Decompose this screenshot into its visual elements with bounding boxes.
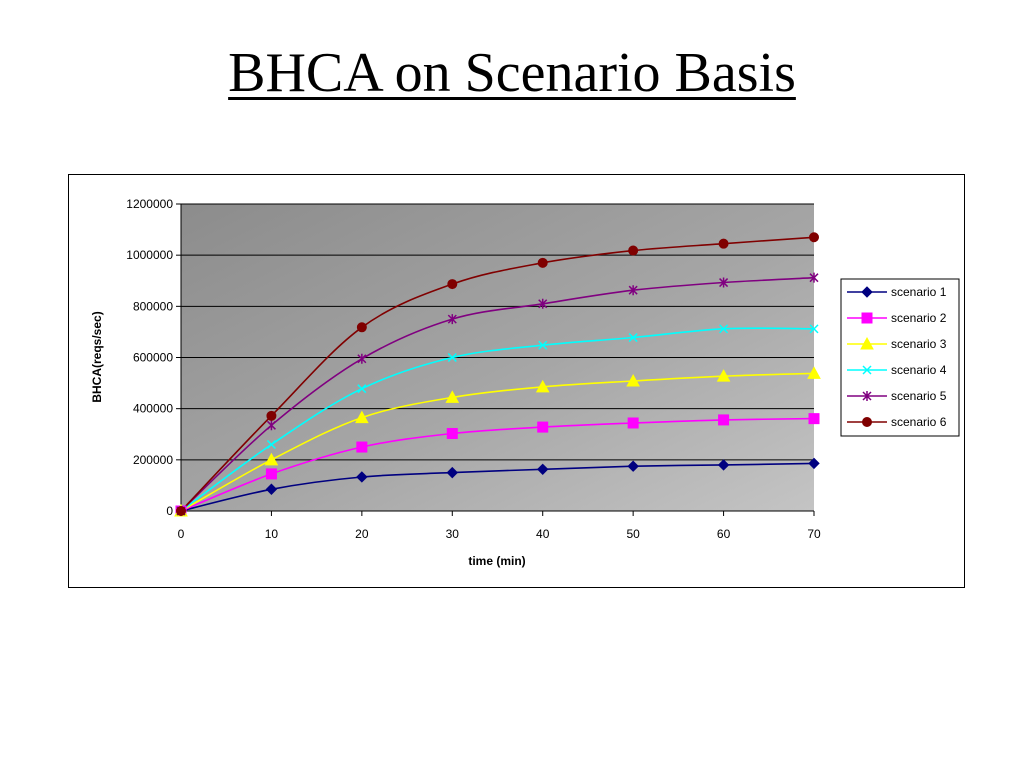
- data-point-series-2: [627, 417, 639, 429]
- data-point-series-4: [538, 340, 548, 350]
- data-point-series-4: [447, 352, 457, 363]
- data-point-series-5: [719, 277, 729, 288]
- x-tick-label: 70: [807, 527, 821, 541]
- data-point-series-6: [447, 279, 458, 290]
- legend-marker-6: [862, 417, 872, 427]
- y-tick-label: 800000: [133, 299, 173, 313]
- series-line-1: [180, 462, 815, 512]
- data-point-series-5: [628, 285, 638, 296]
- legend-box: [840, 278, 960, 437]
- x-tick-label: 50: [626, 527, 640, 541]
- data-point-series-4: [357, 384, 367, 394]
- y-axis-title: BHCA(reqs/sec): [90, 311, 104, 402]
- legend-label-4: scenario 4: [891, 363, 947, 377]
- data-point-series-2: [265, 468, 277, 480]
- legend-marker-1: [861, 286, 873, 298]
- data-point-series-2: [356, 441, 368, 453]
- data-point-series-4: [719, 324, 729, 334]
- data-point-series-1: [808, 457, 820, 470]
- data-point-series-3: [807, 366, 821, 379]
- data-point-series-5: [447, 314, 457, 325]
- data-point-series-1: [537, 463, 549, 476]
- x-tick-label: 10: [265, 527, 279, 541]
- x-tick-label: 0: [178, 527, 185, 541]
- data-point-series-3: [626, 373, 640, 387]
- slide-title: BHCA on Scenario Basis: [0, 38, 1024, 108]
- data-point-series-6: [628, 245, 639, 256]
- axes: 0 200000 400000 600000 800000 1000000 1200000 0…: [126, 197, 821, 541]
- data-point-series-6: [356, 322, 367, 333]
- data-point-series-6: [176, 506, 186, 516]
- data-point-series-6: [266, 410, 277, 421]
- data-point-series-3: [264, 452, 279, 466]
- data-point-series-5: [809, 272, 819, 283]
- series-line-2: [180, 417, 815, 512]
- legend-marker-2: [861, 312, 873, 324]
- y-tick-label: 1000000: [126, 248, 173, 262]
- slide-title-text: BHCA on Scenario Basis: [228, 42, 796, 104]
- data-point-series-1: [446, 466, 458, 479]
- data-point-series-6: [537, 257, 548, 268]
- y-tick-label: 1200000: [126, 197, 173, 211]
- data-point-series-5: [266, 420, 276, 431]
- data-point-series-2: [446, 427, 458, 439]
- data-point-series-3: [716, 369, 731, 382]
- line-chart: 0 200000 400000 600000 800000 1000000 1200000 0…: [90, 197, 960, 568]
- legend-label-3: scenario 3: [891, 337, 947, 351]
- data-point-series-5: [357, 353, 367, 364]
- x-tick-label: 30: [446, 527, 460, 541]
- data-point-series-4: [809, 324, 819, 334]
- x-tick-label: 40: [536, 527, 550, 541]
- y-tick-label: 200000: [133, 453, 173, 467]
- data-point-series-2: [718, 414, 730, 426]
- x-axis-title: time (min): [468, 554, 525, 568]
- x-tick-label: 60: [717, 527, 731, 541]
- y-tick-label: 600000: [133, 351, 173, 365]
- data-point-series-4: [266, 439, 276, 450]
- series-markers: [174, 232, 821, 517]
- data-point-series-3: [445, 390, 460, 403]
- data-point-series-1: [356, 471, 368, 483]
- legend-label-5: scenario 5: [891, 389, 947, 403]
- legend-label-6: scenario 6: [891, 415, 947, 429]
- data-point-series-3: [535, 379, 550, 393]
- data-point-series-1: [627, 460, 639, 472]
- legend-label-2: scenario 2: [891, 311, 947, 325]
- data-point-series-2: [808, 413, 820, 425]
- gridlines: [181, 203, 814, 461]
- x-tick-label: 20: [355, 527, 369, 541]
- y-tick-label: 0: [166, 504, 173, 518]
- data-point-series-3: [355, 410, 369, 424]
- data-point-series-6: [809, 232, 819, 243]
- y-tick-label: 400000: [133, 402, 173, 416]
- data-point-series-1: [717, 459, 730, 471]
- legend-marker-4: [862, 365, 872, 375]
- legend-label-1: scenario 1: [891, 285, 947, 299]
- chart-frame: 0 200000 400000 600000 800000 1000000 1200000 0…: [68, 174, 965, 588]
- data-point-series-1: [265, 483, 278, 495]
- data-point-series-4: [628, 333, 638, 343]
- data-point-series-6: [718, 238, 729, 249]
- legend: scenario 1 scenario 2 scenario 3 scenario 4…: [840, 278, 960, 437]
- legend-marker-3: [860, 336, 874, 350]
- legend-marker-5: [862, 391, 872, 401]
- data-point-series-5: [538, 298, 548, 309]
- data-point-series-2: [537, 421, 549, 433]
